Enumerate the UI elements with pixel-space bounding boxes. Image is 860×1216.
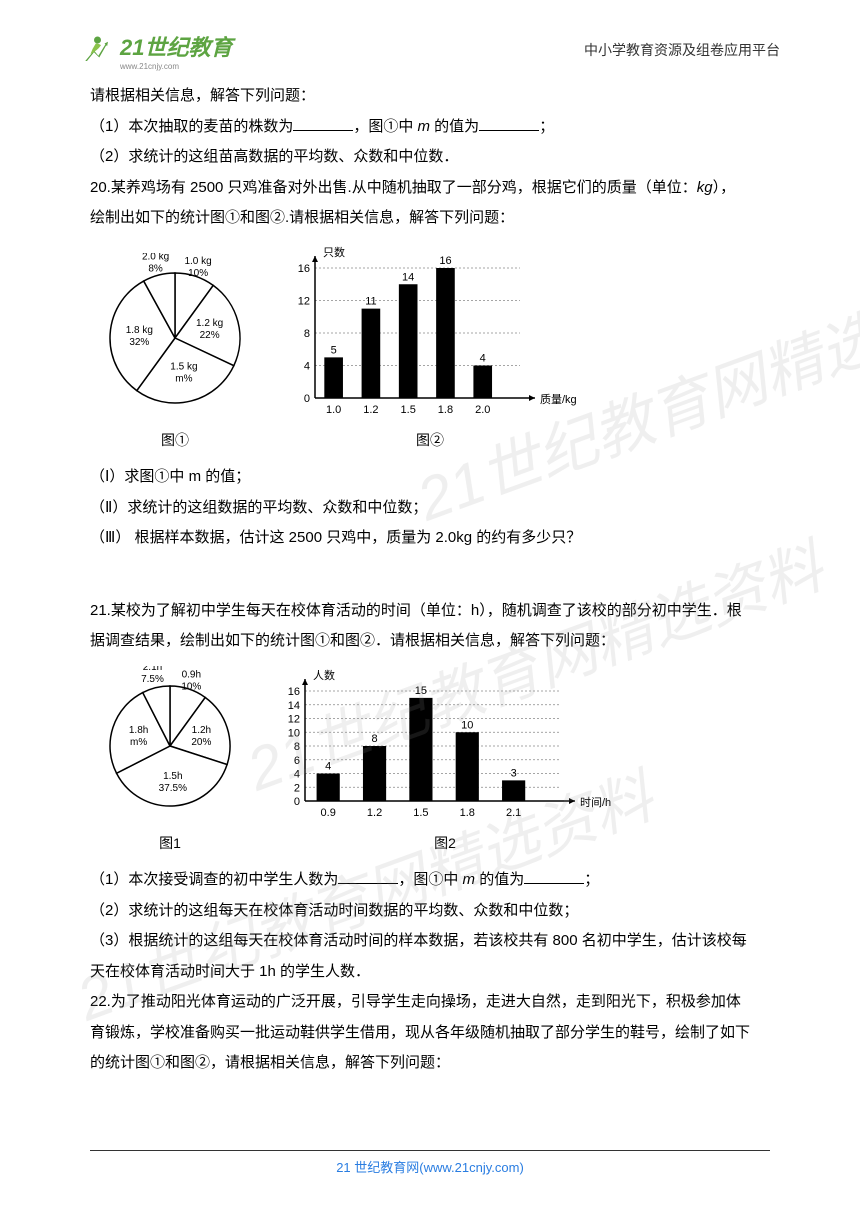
- svg-text:1.0: 1.0: [326, 404, 341, 416]
- q20-figures: 1.0 kg10% 1.2 kg22% 1.5 kgm% 1.8 kg32% 2.0 k…: [90, 243, 770, 454]
- q21-pie-label: 图1: [159, 830, 181, 857]
- svg-text:16: 16: [439, 255, 451, 267]
- q20-sub-i: （Ⅰ）求图①中 m 的值；: [90, 463, 770, 492]
- q21-bar-label: 图2: [434, 830, 456, 857]
- q20-pie-label: 图①: [161, 427, 189, 454]
- svg-text:1.2 kg: 1.2 kg: [196, 318, 223, 329]
- q20-line2: 绘制出如下的统计图①和图②.请根据相关信息，解答下列问题：: [90, 204, 770, 233]
- svg-text:1.5 kg: 1.5 kg: [170, 361, 197, 372]
- q21-pie-container: 0.9h10% 1.2h20% 1.5h37.5% 1.8hm% 2.1h7.5% 图1: [90, 666, 250, 857]
- svg-text:1.5h: 1.5h: [163, 770, 182, 781]
- svg-text:0: 0: [304, 393, 310, 405]
- svg-text:质量/kg: 质量/kg: [540, 393, 577, 406]
- q20-pie-container: 1.0 kg10% 1.2 kg22% 1.5 kgm% 1.8 kg32% 2.0 k…: [90, 253, 260, 454]
- logo-text-sub: www.21cnjy.com: [120, 62, 232, 71]
- svg-text:20%: 20%: [191, 736, 211, 747]
- svg-text:12: 12: [298, 295, 310, 307]
- svg-text:32%: 32%: [129, 336, 149, 347]
- svg-text:2.0 kg: 2.0 kg: [142, 253, 169, 262]
- svg-text:2.1h: 2.1h: [143, 666, 162, 673]
- svg-text:5: 5: [331, 344, 337, 356]
- header-right-text: 中小学教育资源及组卷应用平台: [584, 40, 780, 60]
- svg-text:3: 3: [511, 767, 517, 779]
- intro-q1: （1）本次抽取的麦苗的株数为，图①中 m 的值为；: [90, 113, 770, 142]
- svg-text:8: 8: [304, 328, 310, 340]
- svg-text:10: 10: [461, 719, 473, 731]
- svg-text:4: 4: [304, 360, 310, 372]
- logo: 21世纪教育 www.21cnjy.com: [80, 30, 232, 71]
- svg-text:1.0 kg: 1.0 kg: [184, 255, 211, 266]
- q21-line1: 21.某校为了解初中学生每天在校体育活动的时间（单位：h），随机调查了该校的部分…: [90, 597, 770, 626]
- q21-line2: 据调查结果，绘制出如下的统计图①和图②．请根据相关信息，解答下列问题：: [90, 627, 770, 656]
- q21-figures: 0.9h10% 1.2h20% 1.5h37.5% 1.8hm% 2.1h7.5% 图1…: [90, 666, 770, 857]
- svg-text:10%: 10%: [181, 681, 201, 692]
- svg-text:10: 10: [288, 727, 300, 739]
- svg-text:22%: 22%: [200, 330, 220, 341]
- footer-url: (www.21cnjy.com): [419, 1160, 524, 1175]
- svg-text:1.2: 1.2: [363, 404, 378, 416]
- svg-text:4: 4: [480, 352, 486, 364]
- intro-q2: （2）求统计的这组苗高数据的平均数、众数和中位数．: [90, 143, 770, 172]
- svg-text:8: 8: [371, 733, 377, 745]
- q20-sub-ii: （Ⅱ）求统计的这组数据的平均数、众数和中位数；: [90, 494, 770, 523]
- q20-line1: 20.某养鸡场有 2500 只鸡准备对外出售.从中随机抽取了一部分鸡，根据它们的…: [90, 174, 770, 203]
- page-header: 21世纪教育 www.21cnjy.com 中小学教育资源及组卷应用平台: [0, 0, 860, 80]
- svg-text:4: 4: [325, 760, 331, 772]
- q21-bar-container: 246810121416040.981.2151.5101.832.1人数时间/…: [270, 666, 620, 857]
- svg-text:时间/h: 时间/h: [580, 796, 611, 809]
- q22-line3: 的统计图①和图②，请根据相关信息，解答下列问题：: [90, 1049, 770, 1078]
- q20-bar-container: 4 8 12 16 0 5 1.0 11 1.2 14 1.5 16 1.8 4 2.0 只数质量/kg 图②: [280, 243, 580, 454]
- svg-text:m%: m%: [130, 736, 147, 747]
- q20-sub-iii: （Ⅲ） 根据样本数据，估计这 2500 只鸡中，质量为 2.0kg 的约有多少只…: [90, 524, 770, 553]
- svg-text:1.8: 1.8: [438, 404, 453, 416]
- q21-sub3-line2: 天在校体育活动时间大于 1h 的学生人数．: [90, 958, 770, 987]
- q21-sub3-line1: （3）根据统计的这组每天在校体育活动时间的样本数据，若该校共有 800 名初中学…: [90, 927, 770, 956]
- svg-text:14: 14: [402, 271, 414, 283]
- logo-text-main: 21世纪教育: [120, 30, 232, 62]
- svg-text:2.0: 2.0: [475, 404, 490, 416]
- svg-text:1.2: 1.2: [367, 807, 382, 819]
- svg-text:7.5%: 7.5%: [141, 674, 164, 685]
- svg-text:4: 4: [294, 768, 300, 780]
- page-footer: 21 世纪教育网(www.21cnjy.com): [90, 1150, 770, 1176]
- svg-text:11: 11: [365, 295, 376, 307]
- svg-text:m%: m%: [175, 373, 192, 384]
- svg-text:15: 15: [415, 684, 427, 696]
- svg-text:1.5: 1.5: [413, 807, 428, 819]
- footer-site-name: 21 世纪教育网: [336, 1160, 419, 1175]
- svg-text:10%: 10%: [188, 267, 208, 278]
- svg-text:只数: 只数: [323, 246, 345, 259]
- svg-text:1.8h: 1.8h: [129, 724, 148, 735]
- q22-line2: 育锻炼，学校准备购买一批运动鞋供学生借用，现从各年级随机抽取了部分学生的鞋号，绘…: [90, 1019, 770, 1048]
- svg-text:8: 8: [294, 741, 300, 753]
- svg-text:8%: 8%: [148, 263, 163, 274]
- q20-bar-chart: 4 8 12 16 0 5 1.0 11 1.2 14 1.5 16 1.8 4 2.0 只数质量/kg: [280, 243, 580, 423]
- svg-text:1.8: 1.8: [460, 807, 475, 819]
- q21-pie-chart: 0.9h10% 1.2h20% 1.5h37.5% 1.8hm% 2.1h7.5%: [90, 666, 250, 826]
- svg-text:1.5: 1.5: [401, 404, 416, 416]
- svg-text:2.1: 2.1: [506, 807, 521, 819]
- q21-sub1: （1）本次接受调查的初中学生人数为，图①中 m 的值为；: [90, 866, 770, 895]
- svg-text:人数: 人数: [313, 669, 335, 682]
- svg-text:16: 16: [298, 263, 310, 275]
- content-body: 请根据相关信息，解答下列问题： （1）本次抽取的麦苗的株数为，图①中 m 的值为…: [0, 82, 860, 1078]
- svg-text:37.5%: 37.5%: [159, 782, 187, 793]
- svg-text:1.2h: 1.2h: [192, 724, 211, 735]
- svg-text:6: 6: [294, 754, 300, 766]
- intro-line1: 请根据相关信息，解答下列问题：: [90, 82, 770, 111]
- svg-text:12: 12: [288, 713, 300, 725]
- q21-bar-chart: 246810121416040.981.2151.5101.832.1人数时间/…: [270, 666, 620, 826]
- q20-pie-chart: 1.0 kg10% 1.2 kg22% 1.5 kgm% 1.8 kg32% 2.0 k…: [90, 253, 260, 423]
- svg-text:14: 14: [288, 699, 300, 711]
- svg-text:2: 2: [294, 782, 300, 794]
- logo-icon: [80, 33, 115, 68]
- q22-line1: 22.为了推动阳光体育运动的广泛开展，引导学生走向操场，走进大自然，走到阳光下，…: [90, 988, 770, 1017]
- svg-text:0.9h: 0.9h: [182, 669, 201, 680]
- svg-text:16: 16: [288, 686, 300, 698]
- svg-text:0: 0: [294, 796, 300, 808]
- svg-text:1.8 kg: 1.8 kg: [126, 324, 153, 335]
- svg-text:0.9: 0.9: [321, 807, 336, 819]
- q20-bar-label: 图②: [416, 427, 444, 454]
- q21-sub2: （2）求统计的这组每天在校体育活动时间数据的平均数、众数和中位数；: [90, 897, 770, 926]
